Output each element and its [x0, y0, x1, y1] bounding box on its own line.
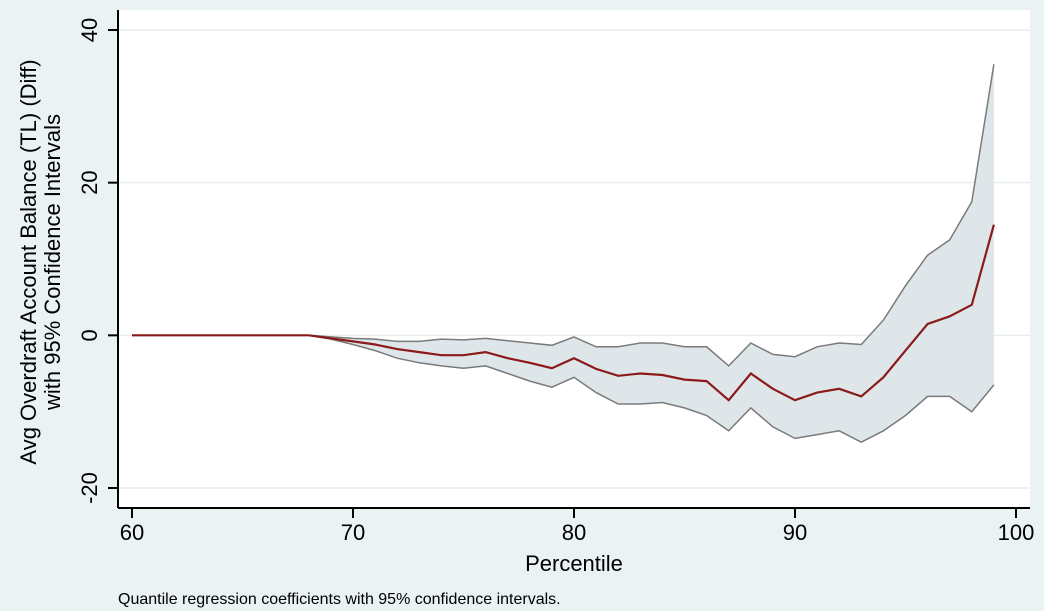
y-tick-label--20: -20	[77, 472, 102, 504]
coefficient-line	[132, 224, 995, 402]
chart-note: Quantile regression coefficients with 95…	[118, 591, 561, 608]
tick-labels: 60 70 80 90 100 -20 0 20 40	[77, 18, 1034, 545]
y-tick-label-20: 20	[77, 170, 102, 194]
y-axis-label-line2: with 95% Confidence Intervals	[40, 114, 65, 411]
x-tick-label-100: 100	[998, 520, 1035, 545]
confidence-band	[132, 64, 994, 443]
y-tick-label-40: 40	[77, 18, 102, 42]
x-tick-label-90: 90	[783, 520, 807, 545]
plot-area	[118, 10, 1030, 508]
x-tick-label-80: 80	[562, 520, 586, 545]
x-tick-label-60: 60	[120, 520, 144, 545]
x-tick-label-70: 70	[341, 520, 365, 545]
x-axis-label: Percentile	[525, 551, 623, 576]
y-tick-label-0: 0	[77, 329, 102, 341]
axes	[108, 10, 1030, 518]
y-axis-label-line1: Avg Overdraft Account Balance (TL) (Diff…	[16, 59, 41, 464]
